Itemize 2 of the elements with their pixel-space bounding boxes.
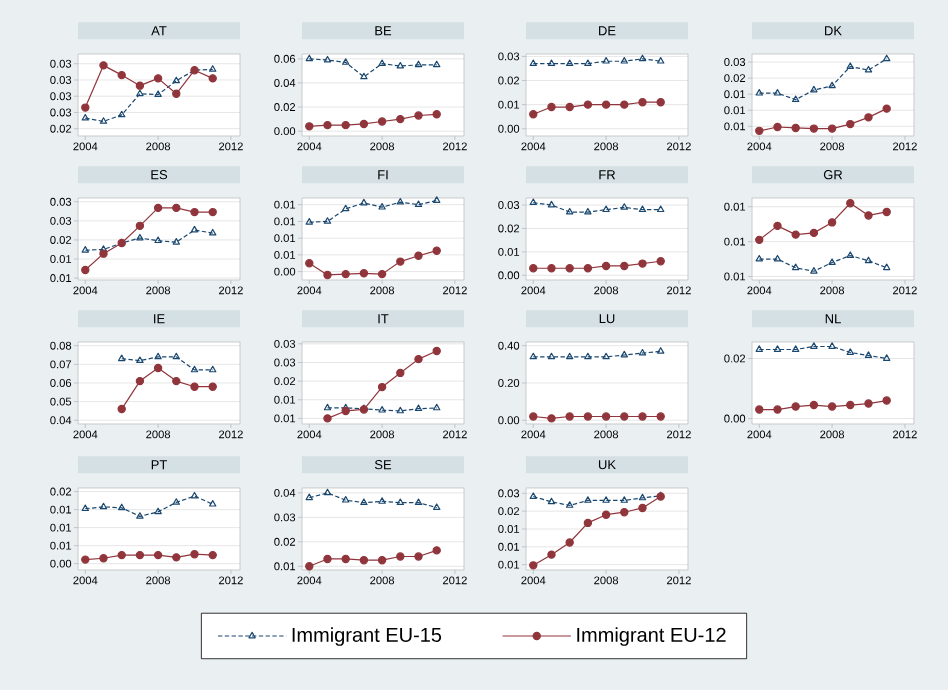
legend-label: Immigrant EU-12 [577, 627, 726, 646]
legend-label: Immigrant EU-15 [292, 627, 442, 646]
